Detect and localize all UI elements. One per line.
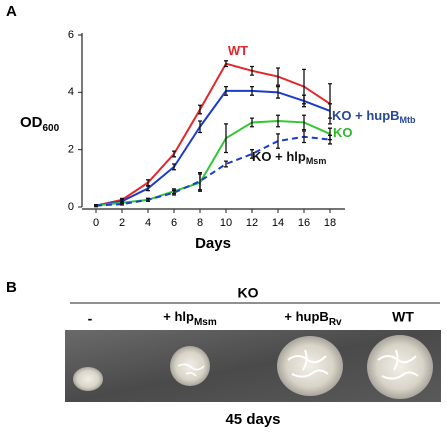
error-bar (198, 120, 202, 134)
error-bar (250, 149, 254, 159)
x-tick-label: 4 (145, 217, 151, 229)
series-line (95, 119, 331, 207)
series-label-main: KO + hupB (332, 108, 400, 123)
y-label-subscript: 600 (43, 123, 60, 134)
series-line (95, 89, 331, 207)
column-label: - (88, 311, 93, 327)
error-bar (328, 103, 332, 119)
error-bar (276, 67, 280, 86)
error-bar (302, 94, 306, 108)
panel-label: A (6, 3, 17, 20)
series-line (95, 135, 331, 207)
y-tick-label: 0 (68, 201, 74, 213)
error-bar (172, 189, 176, 196)
series-label: KO (333, 125, 353, 140)
panel-label: B (6, 279, 17, 296)
error-bar (224, 123, 228, 154)
column-label-main: + hlp (163, 309, 194, 324)
y-axis-label: OD600 (20, 114, 60, 134)
colony (73, 367, 103, 391)
series-label: WT (228, 43, 248, 58)
x-tick-label: 14 (272, 217, 284, 229)
y-tick-label: 2 (68, 144, 74, 156)
column-label: + hupBRv (284, 309, 342, 327)
column-label-subscript: Msm (194, 317, 217, 328)
error-bar (198, 171, 202, 191)
series-label-main: KO + hlp (252, 149, 306, 164)
error-bar (302, 130, 306, 144)
error-bar (172, 163, 176, 171)
error-bar (224, 60, 228, 68)
error-bar (250, 117, 254, 128)
series-label-main: KO (333, 125, 353, 140)
column-label: WT (392, 309, 414, 325)
error-bar (302, 114, 306, 131)
x-tick-label: 18 (324, 217, 336, 229)
x-tick-label: 2 (119, 217, 125, 229)
error-bar (224, 160, 228, 168)
y-tick-label: 6 (68, 29, 74, 41)
series-label: KO + hupBMtb (332, 108, 416, 125)
colony-texture (377, 349, 419, 380)
error-bar (250, 65, 254, 76)
error-bar (276, 85, 280, 99)
error-bar (172, 150, 176, 158)
colony-texture (287, 349, 329, 378)
error-bar (94, 204, 98, 208)
x-tick-label: 6 (171, 217, 177, 229)
colony-texture (177, 363, 205, 377)
error-bar (328, 134, 332, 145)
error-bar (224, 85, 228, 96)
x-tick-label: 0 (93, 217, 99, 229)
x-tick-label: 12 (246, 217, 258, 229)
x-tick-label: 16 (298, 217, 310, 229)
error-bar (120, 202, 124, 206)
group-label: KO (238, 285, 259, 301)
y-label-main: OD (20, 114, 43, 131)
error-bar (146, 197, 150, 202)
x-tick-label: 8 (197, 217, 203, 229)
error-bar (250, 85, 254, 96)
caption: 45 days (225, 411, 280, 428)
error-bar (146, 185, 150, 192)
error-bar (198, 104, 202, 115)
series-label-subscript: Mtb (400, 115, 416, 125)
error-bar (276, 133, 280, 149)
series-label-main: WT (228, 43, 248, 58)
colony (367, 335, 433, 399)
error-bar (276, 114, 280, 128)
column-label-subscript: Rv (329, 317, 342, 328)
colony (277, 336, 343, 396)
series-label: KO + hlpMsm (252, 149, 326, 166)
series-line (95, 62, 331, 207)
x-axis-label: Days (195, 235, 231, 252)
y-tick-label: 4 (68, 86, 74, 98)
column-label: + hlpMsm (163, 309, 217, 327)
x-tick-label: 10 (220, 217, 232, 229)
series-label-subscript: Msm (306, 156, 327, 166)
column-label-main: + hupB (284, 309, 328, 324)
